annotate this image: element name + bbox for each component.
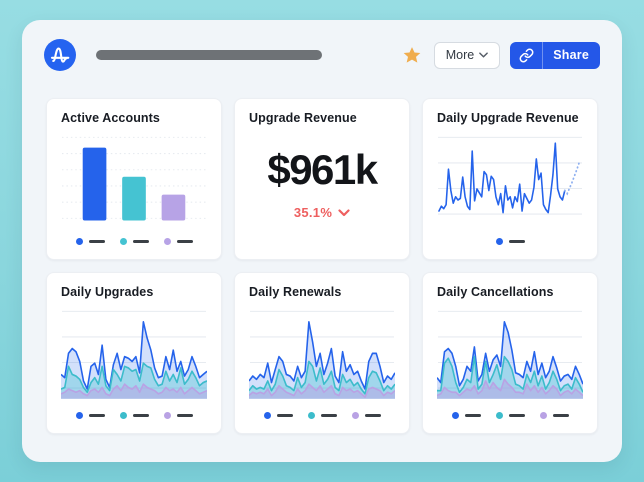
share-button-divider [542, 41, 544, 69]
card-daily-upgrade-revenue[interactable]: Daily Upgrade Revenue [422, 98, 598, 260]
active-accounts-bar-chart [61, 136, 207, 221]
card-upgrade-revenue[interactable]: Upgrade Revenue $961k 35.1% [234, 98, 410, 260]
line-chart [437, 131, 583, 229]
legend-item[interactable] [75, 411, 105, 419]
legend-label-placeholder-bar [552, 413, 569, 417]
legend-item[interactable] [263, 411, 293, 419]
legend-dot-icon [163, 411, 171, 419]
legend-item[interactable] [451, 411, 481, 419]
legend-dot-icon [539, 411, 547, 419]
more-button-label: More [445, 48, 475, 62]
amplitude-waveform-icon [50, 47, 70, 63]
legend-dot-icon [307, 411, 315, 419]
legend-item[interactable] [539, 411, 569, 419]
share-button-label: Share [553, 48, 589, 62]
star-glyph [403, 47, 421, 63]
daily-cancellations-area-chart [437, 310, 583, 399]
legend-item[interactable] [495, 237, 525, 245]
daily-upgrade-revenue-line-chart [437, 136, 583, 215]
legend-item[interactable] [163, 237, 193, 245]
kpi-value: $961k [267, 146, 378, 193]
kpi-body: $961k 35.1% [249, 126, 395, 249]
dashboard-panel: More Share Active Accounts Up [22, 20, 622, 462]
daily-renewals-area-chart [249, 310, 395, 399]
area-chart [437, 305, 583, 403]
favorite-star-icon[interactable] [402, 45, 422, 65]
area-chart [249, 305, 395, 403]
card-title: Active Accounts [61, 111, 160, 125]
legend-dot-icon [263, 411, 271, 419]
bar-chart [61, 131, 207, 229]
legend-label-placeholder-bar [132, 413, 149, 417]
chevron-down-icon [479, 52, 489, 58]
legend-item[interactable] [75, 237, 105, 245]
legend-item[interactable] [163, 411, 193, 419]
legend-label-placeholder-bar [176, 413, 193, 417]
legend-label-placeholder-bar [88, 239, 105, 243]
kpi-delta: 35.1% [294, 205, 350, 220]
legend-label-placeholder-bar [508, 239, 525, 243]
chart-legend [61, 229, 207, 249]
legend-dot-icon [119, 237, 127, 245]
legend-dot-icon [495, 237, 503, 245]
delta-down-chevron-icon [338, 208, 350, 216]
legend-label-placeholder-bar [176, 239, 193, 243]
legend-item[interactable] [307, 411, 337, 419]
amplitude-logo-icon[interactable] [44, 39, 76, 71]
chart-legend [437, 229, 583, 249]
card-title: Daily Renewals [249, 285, 342, 299]
legend-label-placeholder-bar [464, 413, 481, 417]
legend-item[interactable] [351, 411, 381, 419]
legend-dot-icon [75, 237, 83, 245]
card-daily-cancellations[interactable]: Daily Cancellations [422, 272, 598, 434]
legend-item[interactable] [119, 411, 149, 419]
header: More Share [22, 20, 622, 72]
chart-legend [249, 403, 395, 423]
card-title: Upgrade Revenue [249, 111, 357, 125]
legend-label-placeholder-bar [132, 239, 149, 243]
chart-legend [437, 403, 583, 423]
legend-dot-icon [163, 237, 171, 245]
legend-dot-icon [495, 411, 503, 419]
card-daily-upgrades[interactable]: Daily Upgrades [46, 272, 222, 434]
share-button[interactable]: Share [510, 41, 600, 69]
cards-grid: Active Accounts Upgrade Revenue $961k 35… [46, 98, 598, 434]
legend-dot-icon [351, 411, 359, 419]
card-title: Daily Cancellations [437, 285, 554, 299]
legend-dot-icon [451, 411, 459, 419]
legend-label-placeholder-bar [364, 413, 381, 417]
share-link-icon [510, 42, 542, 69]
card-active-accounts[interactable]: Active Accounts [46, 98, 222, 260]
legend-label-placeholder-bar [320, 413, 337, 417]
area-chart [61, 305, 207, 403]
card-daily-renewals[interactable]: Daily Renewals [234, 272, 410, 434]
dashboard-title-placeholder-bar [96, 50, 322, 60]
chart-legend [61, 403, 207, 423]
legend-label-placeholder-bar [508, 413, 525, 417]
more-button[interactable]: More [433, 41, 501, 69]
legend-label-placeholder-bar [88, 413, 105, 417]
legend-item[interactable] [119, 237, 149, 245]
legend-dot-icon [75, 411, 83, 419]
card-title: Daily Upgrades [61, 285, 154, 299]
legend-label-placeholder-bar [276, 413, 293, 417]
kpi-delta-value: 35.1% [293, 205, 333, 220]
legend-item[interactable] [495, 411, 525, 419]
daily-upgrades-area-chart [61, 310, 207, 399]
legend-dot-icon [119, 411, 127, 419]
card-title: Daily Upgrade Revenue [437, 111, 579, 125]
